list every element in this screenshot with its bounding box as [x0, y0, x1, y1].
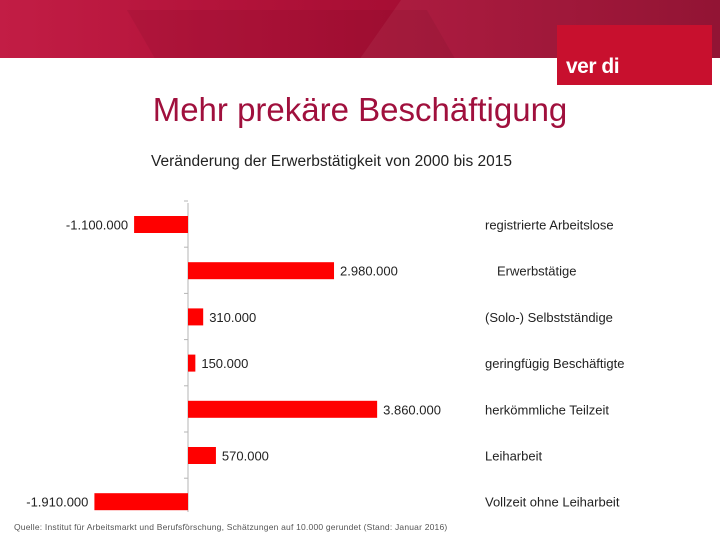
- category-label: (Solo-) Selbstständige: [485, 310, 613, 325]
- logo: [557, 25, 712, 85]
- data-label: -1.910.000: [26, 495, 88, 510]
- category-label: herkömmliche Teilzeit: [485, 402, 609, 417]
- data-label: 150.000: [201, 356, 248, 371]
- category-label: geringfügig Beschäftigte: [485, 356, 624, 371]
- bar: [94, 493, 188, 511]
- bar: [188, 400, 378, 418]
- category-label: Leiharbeit: [485, 449, 542, 464]
- category-label: registrierte Arbeitslose: [485, 218, 614, 233]
- chart-title: Veränderung der Erwerbstätigkeit von 200…: [151, 153, 513, 170]
- data-label: 3.860.000: [383, 402, 441, 417]
- bar: [188, 354, 196, 372]
- data-label: 2.980.000: [340, 264, 398, 279]
- source-note: Quelle: Institut für Arbeitsmarkt und Be…: [14, 522, 448, 532]
- category-label: Vollzeit ohne Leiharbeit: [485, 495, 620, 510]
- logo-text: ver di: [566, 55, 620, 78]
- bar: [188, 308, 204, 326]
- data-label: 310.000: [209, 310, 256, 325]
- category-label: Erwerbstätige: [497, 264, 576, 279]
- page-title: Mehr prekäre Beschäftigung: [152, 91, 568, 128]
- data-label: -1.100.000: [66, 218, 128, 233]
- bar: [134, 216, 188, 233]
- data-label: 570.000: [222, 449, 269, 464]
- bar: [188, 262, 335, 280]
- bar: [188, 447, 216, 464]
